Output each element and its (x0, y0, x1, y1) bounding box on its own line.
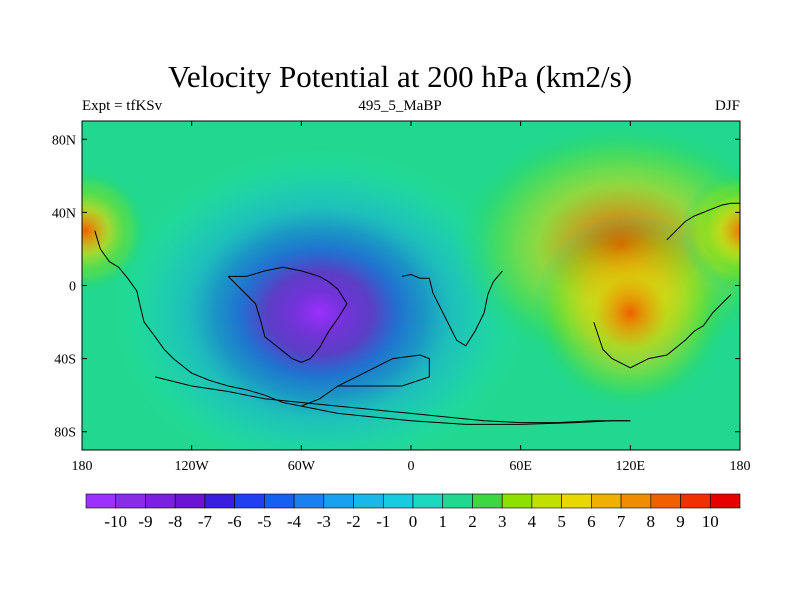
x-tick-label: 60W (288, 459, 316, 474)
colorbar-label: -2 (346, 512, 360, 531)
colorbar-label: 4 (528, 512, 537, 531)
x-axis: 180 120W 60W 0 60E 120E 180 (72, 121, 751, 474)
colorbar-swatch (382, 493, 414, 509)
africa-coastline (401, 270, 503, 347)
colorbar-swatch (323, 493, 354, 509)
colorbar-label: 1 (438, 512, 447, 531)
colorbar-swatch (85, 493, 117, 509)
colorbar-label: -9 (138, 512, 152, 531)
colorbar-swatch (650, 493, 681, 509)
antarctica-coastline (283, 402, 631, 425)
colorbar-label: -10 (104, 512, 127, 531)
colorbar-label: -8 (168, 512, 182, 531)
colorbar-swatch (620, 493, 652, 509)
colorbar-label: -1 (376, 512, 390, 531)
y-tick-label: 80S (54, 426, 76, 441)
colorbar-label: 6 (587, 512, 596, 531)
x-tick-label: 120W (175, 459, 210, 474)
colorbar-label: 5 (557, 512, 566, 531)
season-label: DJF (714, 98, 740, 114)
colorbar-label: -6 (228, 512, 242, 531)
y-tick-label: 0 (69, 280, 76, 295)
y-tick-label: 40S (54, 353, 76, 368)
colorbar-swatch (561, 493, 592, 509)
maximum-center-east-pacific (82, 169, 148, 293)
y-tick-label: 80N (52, 133, 76, 148)
x-tick-label: 180 (730, 459, 751, 474)
colorbar-swatch (264, 493, 295, 509)
velocity-potential-field (82, 121, 740, 450)
colorbar-swatch (591, 493, 622, 509)
india-asia-coastline (593, 294, 732, 369)
y-axis: 80N 40N 0 40S 80S (52, 133, 740, 441)
colorbar-swatch (234, 493, 265, 509)
colorbar-swatch (531, 493, 562, 509)
colorbar-label: -3 (317, 512, 331, 531)
colorbar-label: 8 (647, 512, 656, 531)
colorbar-swatch (709, 493, 741, 509)
colorbar-swatch (412, 493, 444, 509)
case-label: 495_5_MaBP (358, 98, 442, 114)
colorbar-swatch (501, 493, 533, 509)
americas-coastline (94, 230, 284, 403)
x-tick-label: 60E (509, 459, 532, 474)
maximum-center-east-pacific-east (682, 169, 740, 292)
colorbar-label: -4 (287, 512, 302, 531)
colorbar-swatch (442, 493, 473, 509)
colorbar-label: 9 (676, 512, 685, 531)
coastlines (94, 202, 740, 425)
colorbar-label: 7 (617, 512, 626, 531)
colorbar-label: -7 (198, 512, 213, 531)
maximum-center-west-pacific (533, 216, 727, 410)
colorbar-label: 2 (468, 512, 477, 531)
southern-ocean-front (154, 376, 631, 424)
colorbar-label: -5 (257, 512, 271, 531)
x-tick-label: 0 (408, 459, 415, 474)
east-asia-coastline (666, 202, 740, 241)
south-america-coastline (227, 266, 348, 363)
colorbar-swatch (204, 493, 235, 509)
colorbar-swatch (174, 493, 206, 509)
chart-title: Velocity Potential at 200 hPa (km2/s) (167, 59, 633, 94)
y-tick-label: 40N (52, 206, 76, 221)
colorbar-label: 0 (409, 512, 418, 531)
minimum-center (109, 146, 531, 450)
colorbar: -10 -9 -8 -7 -6 -5 -4 -3 -2 -1 0 1 2 3 4 5 6 7 8 9 10 (85, 493, 741, 531)
colorbar-swatch (115, 493, 146, 509)
colorbar-label: 3 (498, 512, 507, 531)
experiment-label: Expt = tfKSv (82, 98, 163, 114)
colorbar-label: 10 (702, 512, 719, 531)
colorbar-swatch (353, 493, 384, 509)
colorbar-swatch (680, 493, 711, 509)
x-tick-label: 120E (616, 459, 646, 474)
antarctic-peninsula-coastline (301, 354, 430, 407)
x-tick-label: 180 (72, 459, 93, 474)
colorbar-swatch (145, 493, 176, 509)
colorbar-swatch (293, 493, 325, 509)
colorbar-swatch (472, 493, 503, 509)
